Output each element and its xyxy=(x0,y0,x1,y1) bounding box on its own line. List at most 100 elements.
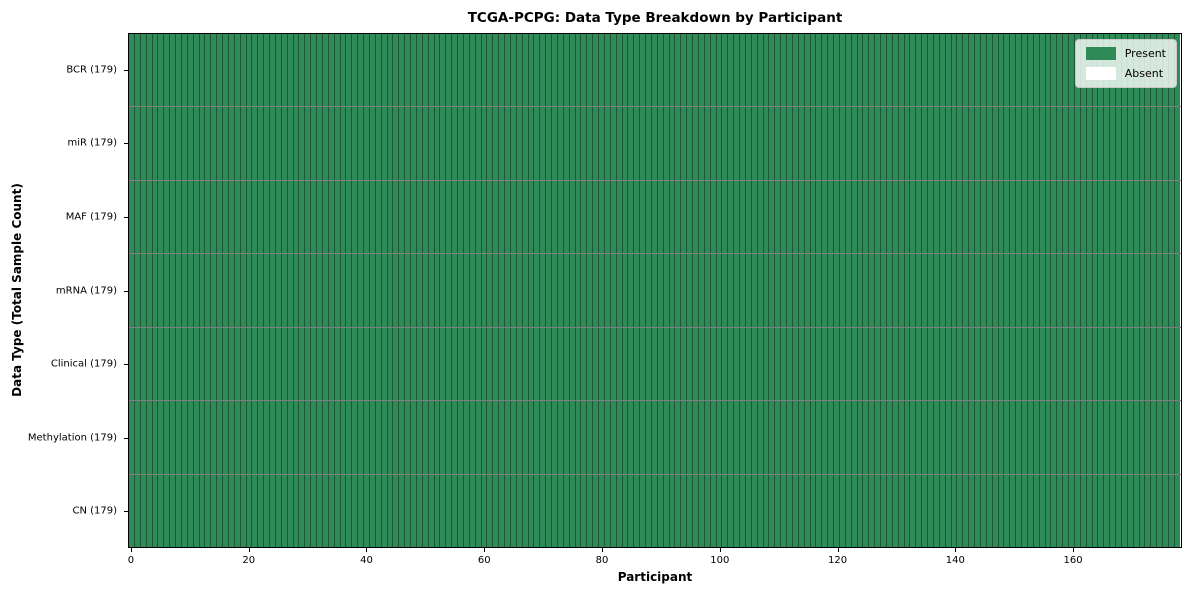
heatmap-cell xyxy=(598,327,604,401)
heatmap-cell xyxy=(639,401,645,474)
heatmap-cell xyxy=(1050,401,1057,474)
heatmap-cell xyxy=(398,34,405,107)
heatmap-cell xyxy=(186,474,193,547)
heatmap-cell xyxy=(562,474,569,547)
heatmap-cell xyxy=(874,401,880,474)
heatmap-cell xyxy=(1032,401,1039,474)
heatmap-cell xyxy=(486,34,493,107)
heatmap-cell xyxy=(1068,107,1074,180)
heatmap-cell xyxy=(856,34,863,107)
heatmap-cell xyxy=(545,401,551,474)
heatmap-cell xyxy=(562,107,569,180)
heatmap-cell xyxy=(909,401,916,474)
heatmap-cell xyxy=(997,474,1004,547)
heatmap-cell xyxy=(321,107,328,180)
heatmap-cell xyxy=(1109,474,1115,547)
heatmap-cell xyxy=(1120,180,1127,254)
heatmap-cell xyxy=(210,401,217,474)
heatmap-cell xyxy=(462,401,469,474)
heatmap-cell xyxy=(827,180,833,254)
heatmap-cell xyxy=(833,327,839,401)
heatmap-cell xyxy=(1038,180,1045,254)
heatmap-cell xyxy=(133,474,140,547)
heatmap-cell xyxy=(697,107,704,180)
heatmap-cell xyxy=(239,327,246,401)
heatmap-cell xyxy=(480,107,487,180)
heatmap-cell xyxy=(415,401,422,474)
heatmap-cell xyxy=(985,180,992,254)
heatmap-cell xyxy=(339,401,346,474)
heatmap-cell xyxy=(733,401,739,474)
heatmap-cell xyxy=(445,107,452,180)
heatmap-cell xyxy=(586,474,593,547)
heatmap-cell xyxy=(129,474,134,547)
heatmap-cell xyxy=(486,327,493,401)
heatmap-cell xyxy=(838,401,845,474)
heatmap-cell xyxy=(821,327,828,401)
heatmap-cell xyxy=(639,474,645,547)
heatmap-cell xyxy=(239,474,246,547)
heatmap-cell xyxy=(885,34,892,107)
heatmap-cell xyxy=(468,34,475,107)
heatmap-cell xyxy=(568,254,575,327)
heatmap-cell xyxy=(316,401,322,474)
heatmap-cell xyxy=(175,107,181,180)
heatmap-cell xyxy=(815,107,822,180)
heatmap-cell xyxy=(592,180,598,254)
heatmap-cell xyxy=(421,474,428,547)
heatmap-cell xyxy=(539,107,546,180)
heatmap-cell xyxy=(1156,254,1162,327)
x-tick-mark xyxy=(602,548,603,552)
heatmap-cell xyxy=(186,254,193,327)
heatmap-cell xyxy=(298,34,305,107)
heatmap-cell xyxy=(1173,327,1180,401)
heatmap-cell xyxy=(533,107,540,180)
heatmap-cell xyxy=(921,401,927,474)
heatmap-cell xyxy=(950,107,957,180)
heatmap-cell xyxy=(686,474,692,547)
heatmap-cell xyxy=(139,401,146,474)
heatmap-cell xyxy=(286,107,293,180)
heatmap-cell xyxy=(574,327,581,401)
heatmap-cell xyxy=(721,327,728,401)
heatmap-cell xyxy=(927,327,933,401)
heatmap-cell xyxy=(504,401,510,474)
heatmap-cell xyxy=(874,474,880,547)
heatmap-cell xyxy=(1044,107,1051,180)
heatmap-cell xyxy=(439,401,446,474)
heatmap-cell xyxy=(1032,180,1039,254)
heatmap-cell xyxy=(733,254,739,327)
heatmap-cell xyxy=(169,180,175,254)
heatmap-cell xyxy=(686,254,692,327)
heatmap-cell xyxy=(574,401,581,474)
heatmap-cell xyxy=(868,401,875,474)
heatmap-cell xyxy=(480,474,487,547)
heatmap-cell xyxy=(421,34,428,107)
heatmap-cell xyxy=(433,254,440,327)
heatmap-cell xyxy=(545,327,551,401)
heatmap-cell xyxy=(1021,34,1027,107)
heatmap-cell xyxy=(598,107,604,180)
heatmap-cell xyxy=(1056,254,1063,327)
heatmap-cell xyxy=(198,34,205,107)
heatmap-cell xyxy=(245,474,252,547)
heatmap-cell xyxy=(885,327,892,401)
heatmap-cell xyxy=(274,180,281,254)
heatmap-cell xyxy=(175,401,181,474)
heatmap-cell xyxy=(304,474,311,547)
legend-item-present: Present xyxy=(1085,47,1166,60)
heatmap-cell xyxy=(327,254,334,327)
heatmap-cell xyxy=(1073,401,1080,474)
heatmap-cell xyxy=(380,34,387,107)
heatmap-cell xyxy=(415,327,422,401)
heatmap-cell xyxy=(633,107,640,180)
heatmap-cell xyxy=(216,401,222,474)
heatmap-cell xyxy=(474,34,481,107)
heatmap-cell xyxy=(1132,107,1139,180)
heatmap-cell xyxy=(374,254,381,327)
heatmap-cell xyxy=(292,107,299,180)
heatmap-cell xyxy=(721,254,728,327)
heatmap-cell xyxy=(938,107,945,180)
heatmap-cell xyxy=(780,327,786,401)
heatmap-cell xyxy=(263,401,269,474)
